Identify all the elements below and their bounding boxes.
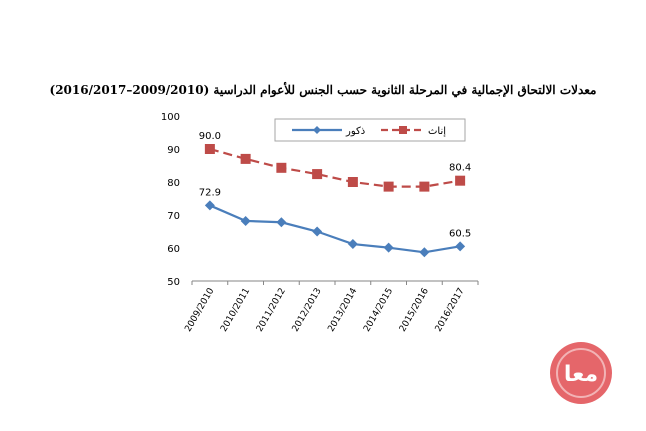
data-point [312,226,323,237]
data-label: 60.5 [449,228,471,239]
legend-marker [313,126,321,134]
x-tick-label: 2010/2011 [219,287,252,334]
data-point [240,215,251,226]
data-point [455,175,466,186]
x-tick-label: 2009/2010 [183,286,216,334]
logo-text: معا [564,362,598,387]
y-tick-label: 90 [167,145,180,156]
x-tick-label: 2014/2015 [362,287,395,334]
data-point [383,181,394,192]
logo-inner-circle [556,348,606,398]
legend-marker [399,126,407,134]
data-label: 90.0 [199,131,221,142]
data-point [455,241,466,252]
data-point [240,153,251,164]
y-tick-label: 50 [167,277,180,288]
series-2: 90.0 80.4 [199,131,471,192]
data-point [383,242,394,253]
data-point [204,144,215,154]
x-tick-label: 2016/2017 [434,287,467,334]
data-point [276,162,287,173]
data-point [419,181,430,192]
y-tick-label: 60 [167,244,180,255]
chart-title: معدلات الالتحاق الإجمالية في المرحلة الث… [49,83,597,97]
x-tick-label: 2012/2013 [291,287,324,334]
x-tick-label: 2015/2016 [398,286,431,334]
data-point [276,217,287,228]
series-1: 72.9 60.5 [199,187,471,258]
data-point [204,200,215,211]
data-label: 72.9 [199,187,221,198]
legend: إناث ذكور [274,118,466,142]
data-point [347,177,358,187]
x-tick-label: 2013/2014 [326,286,359,334]
logo-circle [550,342,612,404]
y-tick-label: 100 [161,112,180,123]
maan-logo: معا [550,342,612,404]
legend-label: إناث [428,126,446,137]
data-label: 80.4 [449,163,471,174]
y-tick-label: 80 [167,178,180,189]
legend-label: ذكور [345,126,365,137]
series-line [209,147,461,188]
data-point [419,247,430,258]
series-line [209,204,461,254]
data-point [312,169,323,180]
data-point [347,239,358,250]
legend-box [274,118,466,142]
y-tick-label: 70 [167,211,180,222]
x-tick-label: 2011/2012 [255,287,288,334]
